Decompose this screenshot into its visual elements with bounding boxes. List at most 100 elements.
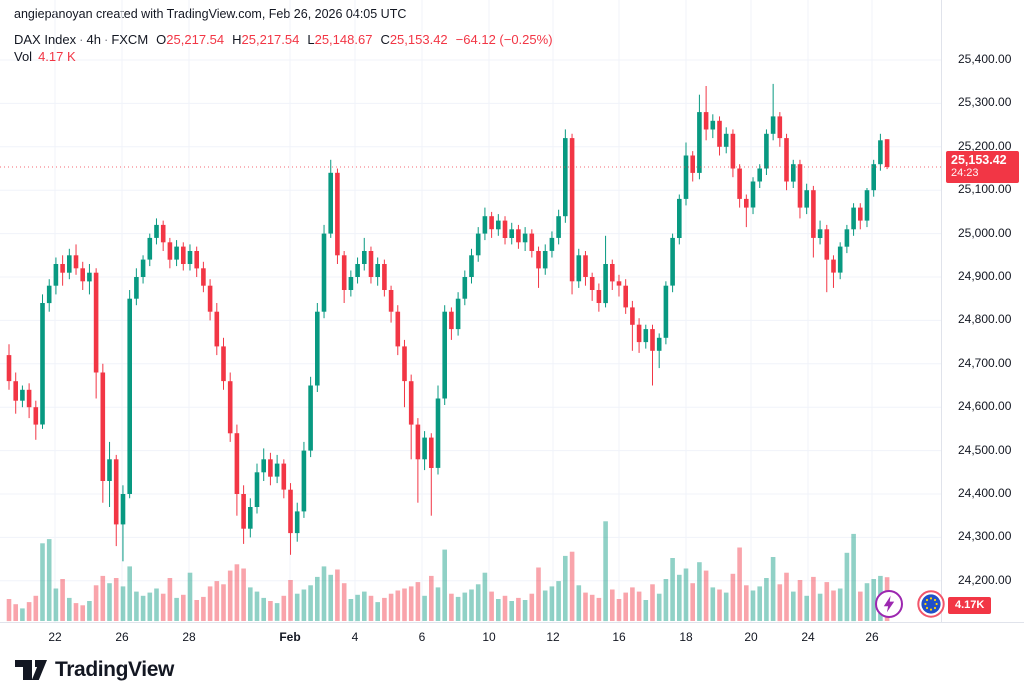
volume-bar bbox=[254, 591, 260, 621]
volume-bar bbox=[422, 595, 427, 621]
volume-bar bbox=[388, 593, 394, 621]
candle-body bbox=[791, 164, 796, 182]
candle-body bbox=[455, 298, 461, 330]
symbol-name: DAX Index bbox=[14, 32, 77, 47]
candle-body bbox=[40, 303, 45, 425]
volume-bar bbox=[496, 599, 501, 622]
candle-body bbox=[737, 168, 742, 199]
candle-body bbox=[33, 407, 39, 425]
volume-bar bbox=[697, 562, 702, 621]
candle-body bbox=[207, 285, 213, 312]
volume-bar bbox=[53, 588, 59, 622]
volume-bar bbox=[784, 572, 789, 621]
price-scale-label: 24,400.00 bbox=[958, 486, 1012, 500]
candle-body bbox=[878, 140, 883, 165]
candle-body bbox=[254, 472, 260, 507]
time-scale-label: 6 bbox=[418, 630, 426, 644]
candle-body bbox=[355, 264, 360, 277]
candle-body bbox=[268, 459, 273, 477]
last-price-badge: 25,153.42 24:23 bbox=[946, 151, 1019, 184]
candle-body bbox=[214, 311, 220, 347]
lightning-button[interactable] bbox=[874, 589, 904, 624]
time-scale-label: 24 bbox=[801, 630, 815, 644]
volume-bar bbox=[362, 591, 367, 621]
candle-body bbox=[408, 381, 414, 425]
legend-main-row: DAX Index · 4h · FXCM O25,217.54 H25,217.54 L25… bbox=[14, 31, 553, 48]
candle-body bbox=[248, 507, 253, 529]
volume-bar bbox=[844, 552, 850, 622]
time-scale-label: 4 bbox=[351, 630, 359, 644]
volume-bar bbox=[502, 595, 508, 621]
price-scale[interactable]: 25,153.42 24:23 25,400.00 25,300.00 25,200… bbox=[941, 0, 1024, 622]
candle-body bbox=[784, 138, 789, 182]
volume-bar bbox=[234, 564, 240, 621]
volume-bar bbox=[677, 574, 682, 621]
eu-flag-button[interactable] bbox=[917, 590, 945, 623]
price-scale-label: 25,300.00 bbox=[958, 95, 1012, 110]
price-change: −64.12 (−0.25%) bbox=[455, 32, 553, 47]
volume-bar bbox=[46, 539, 52, 621]
volume-bar bbox=[134, 591, 139, 621]
candle-body bbox=[630, 307, 635, 325]
volume-bar bbox=[120, 586, 126, 621]
candle-body bbox=[596, 290, 602, 303]
volume-bar bbox=[288, 580, 293, 621]
time-scale-label: 26 bbox=[115, 630, 129, 644]
volume-bar bbox=[469, 589, 474, 621]
candle-body bbox=[174, 246, 179, 260]
time-scale[interactable]: 22 26 28 Feb 4 6 10 12 16 18 20 24 26 bbox=[0, 622, 1024, 650]
volume-bar bbox=[248, 587, 253, 621]
volume-bar bbox=[536, 567, 541, 621]
volume-bar bbox=[429, 575, 434, 621]
candle-body bbox=[589, 277, 595, 290]
volume-bar bbox=[764, 578, 769, 621]
volume-bar bbox=[174, 597, 179, 621]
candle-body bbox=[341, 255, 347, 290]
candle-body bbox=[502, 220, 508, 238]
candle-body bbox=[723, 133, 729, 147]
volume-bar bbox=[596, 597, 602, 621]
candle-body bbox=[221, 346, 226, 382]
ohlc-letter: H bbox=[232, 32, 242, 47]
candle-body bbox=[375, 264, 380, 277]
volume-bar bbox=[864, 583, 870, 621]
candle-body bbox=[683, 155, 689, 199]
candle-body bbox=[187, 251, 193, 264]
volume-bar bbox=[858, 591, 863, 621]
time-scale-label: 28 bbox=[182, 630, 196, 644]
price-scale-label: 25,000.00 bbox=[958, 225, 1012, 240]
candle-body bbox=[569, 138, 575, 282]
volume-bar bbox=[683, 568, 689, 621]
volume-bar bbox=[301, 589, 307, 621]
volume-bar bbox=[703, 570, 709, 621]
candle-body bbox=[610, 264, 615, 282]
candle-body bbox=[656, 337, 662, 351]
exchange-name: FXCM bbox=[111, 32, 149, 47]
candle-body bbox=[20, 389, 25, 401]
volume-bar bbox=[408, 586, 414, 621]
volume-bar bbox=[181, 594, 186, 622]
candle-body bbox=[697, 112, 702, 173]
chart-plot-area[interactable] bbox=[0, 0, 941, 622]
candle-body bbox=[636, 324, 642, 343]
volume-bar bbox=[395, 590, 401, 621]
candle-body bbox=[261, 459, 266, 473]
volume-bar bbox=[482, 572, 488, 621]
candle-body bbox=[26, 389, 32, 408]
volume-bar bbox=[462, 592, 468, 621]
tradingview-logo[interactable]: TradingView bbox=[14, 655, 174, 685]
candle-body bbox=[824, 229, 830, 260]
candle-body bbox=[549, 237, 555, 251]
volume-bar bbox=[522, 600, 528, 621]
ohlc-values: O25,217.54 H25,217.54 L25,148.67 C25,153.42… bbox=[148, 32, 552, 47]
volume-bar bbox=[214, 581, 220, 621]
price-scale-label: 24,800.00 bbox=[958, 312, 1012, 327]
lightning-icon bbox=[875, 590, 903, 618]
candle-body bbox=[167, 242, 173, 260]
candle-body bbox=[817, 229, 823, 238]
volume-bar bbox=[194, 600, 199, 621]
volume-bar bbox=[737, 547, 742, 621]
candle-body bbox=[509, 229, 514, 238]
candle-body bbox=[489, 216, 494, 230]
candle-body bbox=[160, 224, 166, 243]
